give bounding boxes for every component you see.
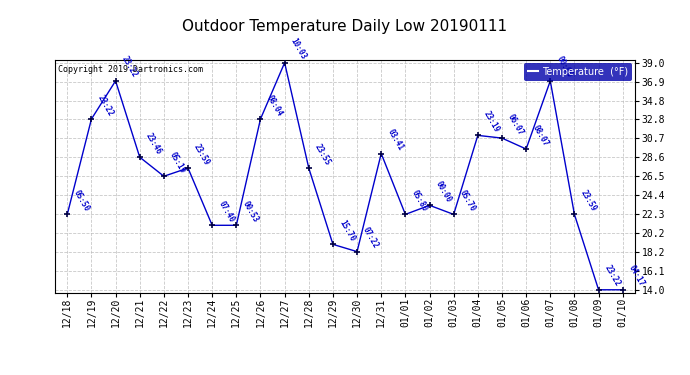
Legend: Temperature  (°F): Temperature (°F) bbox=[524, 63, 632, 81]
Text: 08:04: 08:04 bbox=[265, 93, 284, 118]
Text: 23:59: 23:59 bbox=[193, 142, 212, 166]
Text: 05:50: 05:50 bbox=[72, 189, 91, 213]
Text: 08:07: 08:07 bbox=[531, 123, 550, 148]
Text: Outdoor Temperature Daily Low 20190111: Outdoor Temperature Daily Low 20190111 bbox=[182, 19, 508, 34]
Text: 23:59: 23:59 bbox=[579, 189, 598, 213]
Text: 23:22: 23:22 bbox=[120, 55, 139, 80]
Text: 07:22: 07:22 bbox=[362, 226, 381, 250]
Text: 07:40: 07:40 bbox=[217, 200, 236, 224]
Text: 23:55: 23:55 bbox=[313, 142, 333, 166]
Text: 06:07: 06:07 bbox=[506, 112, 526, 137]
Text: 23:22: 23:22 bbox=[603, 264, 622, 288]
Text: 23:22: 23:22 bbox=[96, 93, 115, 118]
Text: 00:53: 00:53 bbox=[241, 200, 260, 224]
Text: 23:19: 23:19 bbox=[482, 110, 502, 134]
Text: 10:03: 10:03 bbox=[289, 37, 308, 62]
Text: 05:19: 05:19 bbox=[168, 150, 188, 175]
Text: 05:80: 05:80 bbox=[410, 189, 429, 213]
Text: 15:70: 15:70 bbox=[337, 219, 357, 243]
Text: 05:70: 05:70 bbox=[458, 189, 477, 213]
Text: 04:17: 04:17 bbox=[627, 264, 647, 288]
Text: 03:41: 03:41 bbox=[386, 128, 405, 152]
Text: 23:46: 23:46 bbox=[144, 131, 164, 156]
Text: 00:00: 00:00 bbox=[555, 55, 574, 80]
Text: Copyright 2019 Dartronics.com: Copyright 2019 Dartronics.com bbox=[58, 64, 203, 74]
Text: 00:00: 00:00 bbox=[434, 179, 453, 204]
